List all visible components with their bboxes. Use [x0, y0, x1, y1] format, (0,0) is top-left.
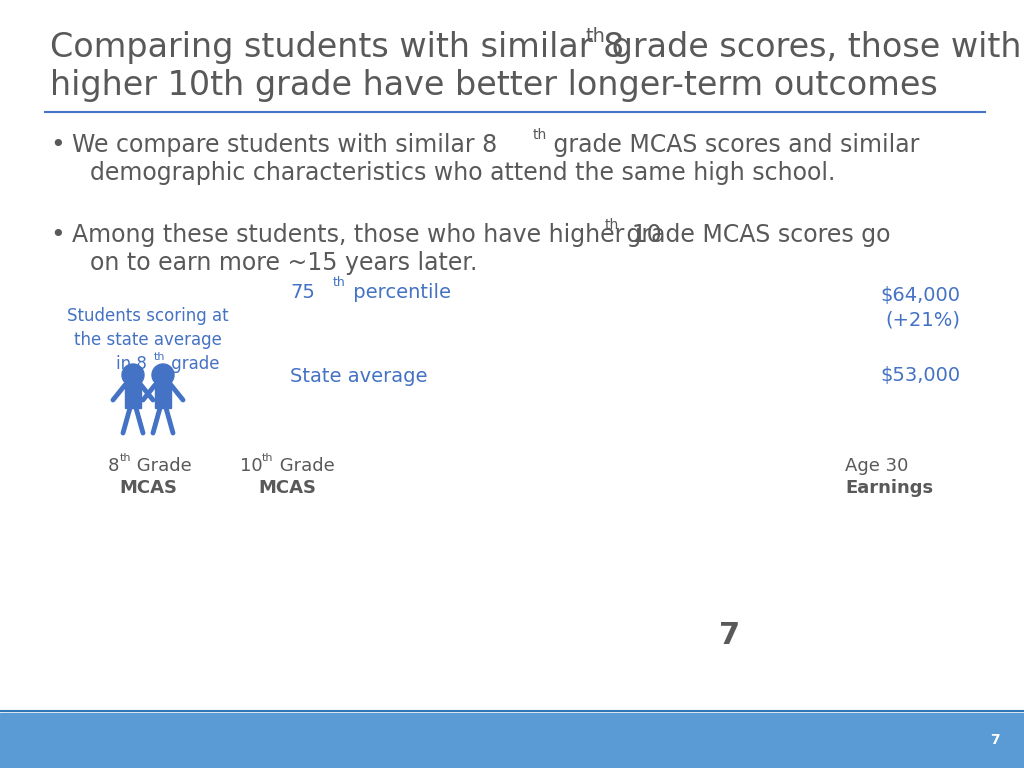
Bar	[155, 376, 171, 408]
Text: on to earn more ~15 years later.: on to earn more ~15 years later.	[90, 251, 477, 275]
Text: $53,000: $53,000	[880, 366, 961, 386]
Text: 7: 7	[990, 733, 1000, 747]
Text: State average: State average	[290, 366, 427, 386]
Text: •: •	[50, 133, 65, 157]
Text: grade: grade	[166, 355, 219, 373]
Text: th: th	[154, 352, 166, 362]
Text: demographic characteristics who attend the same high school.: demographic characteristics who attend t…	[90, 161, 836, 185]
Text: grade MCAS scores go: grade MCAS scores go	[618, 223, 891, 247]
Bar	[0, 713, 1024, 768]
Text: $64,000: $64,000	[880, 286, 961, 306]
Text: 8: 8	[108, 457, 120, 475]
Text: (+21%): (+21%)	[885, 310, 961, 329]
Text: grade scores, those with: grade scores, those with	[601, 31, 1022, 65]
Circle shape	[152, 364, 174, 386]
Text: Grade: Grade	[131, 457, 191, 475]
Circle shape	[122, 364, 144, 386]
Text: 75: 75	[290, 283, 314, 302]
Text: Age 30: Age 30	[845, 457, 908, 475]
Text: th: th	[262, 453, 273, 463]
Text: We compare students with similar 8: We compare students with similar 8	[72, 133, 498, 157]
Text: Students scoring at: Students scoring at	[68, 307, 228, 325]
Text: MCAS: MCAS	[258, 479, 316, 497]
Text: Grade: Grade	[274, 457, 335, 475]
Text: th: th	[534, 128, 547, 142]
Text: 7: 7	[720, 621, 740, 650]
Text: Comparing students with similar 8: Comparing students with similar 8	[50, 31, 625, 65]
Text: Among these students, those who have higher 10: Among these students, those who have hig…	[72, 223, 662, 247]
Text: percentile: percentile	[347, 283, 451, 302]
Text: •: •	[50, 223, 65, 247]
Text: th: th	[605, 218, 620, 232]
Text: in 8: in 8	[116, 355, 146, 373]
Text: th: th	[585, 27, 605, 45]
Text: grade MCAS scores and similar: grade MCAS scores and similar	[546, 133, 920, 157]
Text: 10: 10	[240, 457, 262, 475]
Text: th: th	[120, 453, 131, 463]
Text: the state average: the state average	[74, 331, 222, 349]
Bar	[125, 376, 141, 408]
Text: Earnings: Earnings	[845, 479, 933, 497]
Text: th: th	[333, 276, 346, 290]
Text: MCAS: MCAS	[119, 479, 177, 497]
Text: higher 10th grade have better longer-term outcomes: higher 10th grade have better longer-ter…	[50, 68, 938, 101]
